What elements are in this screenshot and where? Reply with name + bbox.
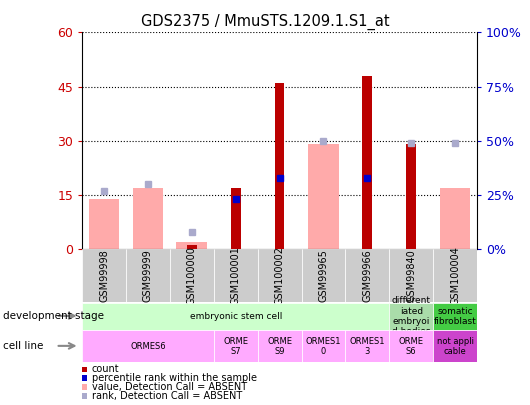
Bar: [407, 144, 416, 249]
Text: ORME
S7: ORME S7: [223, 337, 248, 356]
Text: embryonic stem cell: embryonic stem cell: [190, 312, 282, 321]
Text: ORMES6: ORMES6: [130, 342, 166, 351]
Bar: [258, 249, 302, 302]
Bar: [363, 76, 372, 249]
Bar: [302, 330, 346, 362]
Bar: [82, 249, 126, 302]
Text: GSM100001: GSM100001: [231, 246, 241, 305]
Text: GSM99999: GSM99999: [143, 249, 153, 302]
Bar: [433, 249, 477, 302]
Text: GSM99966: GSM99966: [363, 249, 372, 302]
Text: development stage: development stage: [3, 311, 104, 321]
Bar: [346, 330, 389, 362]
Text: ORME
S6: ORME S6: [399, 337, 423, 356]
Bar: [433, 330, 477, 362]
Text: GSM100000: GSM100000: [187, 246, 197, 305]
Bar: [389, 330, 433, 362]
Text: GSM99840: GSM99840: [406, 249, 416, 302]
Text: percentile rank within the sample: percentile rank within the sample: [92, 373, 257, 383]
Text: GDS2375 / MmuSTS.1209.1.S1_at: GDS2375 / MmuSTS.1209.1.S1_at: [140, 14, 390, 30]
Text: different
iated
embryoi
d bodies: different iated embryoi d bodies: [392, 296, 431, 337]
Bar: [187, 245, 197, 249]
Bar: [389, 249, 433, 302]
Bar: [82, 330, 214, 362]
Bar: [231, 188, 241, 249]
Bar: [170, 249, 214, 302]
Bar: [302, 249, 346, 302]
Bar: [89, 198, 119, 249]
Text: GSM100004: GSM100004: [450, 246, 460, 305]
Bar: [126, 249, 170, 302]
Text: not appli
cable: not appli cable: [437, 337, 474, 356]
Bar: [132, 188, 163, 249]
Bar: [440, 188, 471, 249]
Bar: [389, 303, 433, 330]
Bar: [82, 303, 389, 330]
Text: GSM99965: GSM99965: [319, 249, 329, 302]
Text: cell line: cell line: [3, 341, 43, 351]
Bar: [275, 83, 285, 249]
Text: value, Detection Call = ABSENT: value, Detection Call = ABSENT: [92, 382, 247, 392]
Bar: [214, 249, 258, 302]
Text: rank, Detection Call = ABSENT: rank, Detection Call = ABSENT: [92, 391, 242, 401]
Bar: [176, 242, 207, 249]
Text: ORME
S9: ORME S9: [267, 337, 292, 356]
Text: count: count: [92, 364, 119, 374]
Bar: [308, 144, 339, 249]
Bar: [214, 330, 258, 362]
Text: GSM99998: GSM99998: [99, 249, 109, 302]
Text: GSM100002: GSM100002: [275, 246, 285, 305]
Text: ORMES1
0: ORMES1 0: [306, 337, 341, 356]
Text: ORMES1
3: ORMES1 3: [350, 337, 385, 356]
Text: somatic
fibroblast: somatic fibroblast: [434, 307, 476, 326]
Bar: [346, 249, 389, 302]
Bar: [433, 303, 477, 330]
Bar: [258, 330, 302, 362]
